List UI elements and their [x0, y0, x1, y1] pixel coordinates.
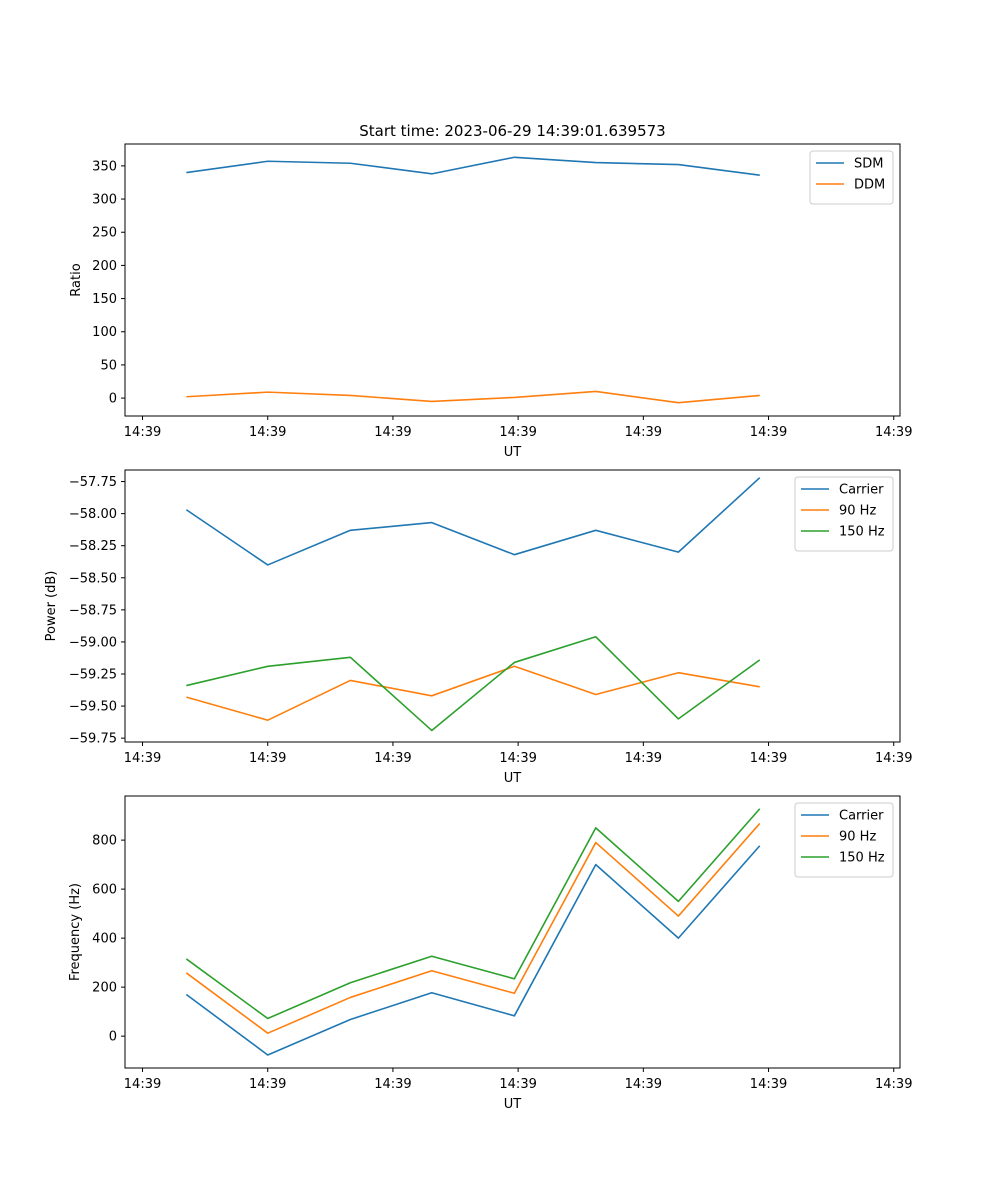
frequency-y-tick-label: 800	[92, 834, 117, 849]
ratio-y-tick-label: 100	[92, 325, 117, 340]
frequency-legend-box	[794, 802, 894, 878]
frequency-x-axis-label: UT	[504, 1097, 522, 1112]
power-x-tick-label: 14:39	[374, 751, 411, 766]
power-y-tick-label: −59.75	[69, 732, 117, 747]
power-x-tick-label: 14:39	[249, 751, 286, 766]
ratio-panel: UT Ratio 14:39 14:39 14:39 14:39 14:39 14:39 1…	[69, 143, 912, 460]
power-x-tick-label: 14:39	[499, 751, 536, 766]
frequency-legend-label-carrier: Carrier	[839, 809, 884, 824]
ratio-x-tick-label: 14:39	[374, 425, 411, 440]
frequency-y-axis-label: Frequency (Hz)	[68, 883, 83, 981]
ratio-x-tick-label: 14:39	[249, 425, 286, 440]
ratio-y-tick-label: 150	[92, 292, 117, 307]
frequency-x-tick-label: 14:39	[374, 1077, 411, 1092]
frequency-x-tick-label: 14:39	[750, 1077, 787, 1092]
power-x-tick-label: 14:39	[625, 751, 662, 766]
ratio-series-line-ddm	[186, 390, 760, 404]
frequency-y-tick-label: 400	[92, 932, 117, 947]
frequency-x-tick-label: 14:39	[499, 1077, 536, 1092]
power-panel: UT Power (dB) 14:39 14:39 14:39 14:39 14:39 1…	[44, 469, 913, 786]
ratio-x-tick-label: 14:39	[124, 425, 161, 440]
ratio-series-line-sdm	[186, 156, 760, 176]
ratio-y-tick-label: 0	[109, 392, 117, 407]
frequency-x-tick-label: 14:39	[249, 1077, 286, 1092]
frequency-legend-label-150-hz: 150 Hz	[839, 851, 885, 866]
frequency-series-line-90-hz	[185, 822, 761, 1034]
power-y-tick-label: −58.00	[69, 507, 117, 522]
frequency-axis-ticks: 14:3914:3914:3914:3914:3914:3914:3914:40…	[92, 834, 912, 1092]
frequency-series-line-150-hz	[185, 808, 761, 1020]
ratio-plot-frame	[124, 143, 901, 417]
frequency-x-tick-label: 14:39	[875, 1077, 912, 1092]
power-x-tick-label: 14:39	[750, 751, 787, 766]
power-x-tick-label: 14:39	[875, 751, 912, 766]
power-series	[185, 477, 761, 732]
power-y-tick-label: −58.25	[69, 539, 117, 554]
power-legend-box	[794, 476, 894, 552]
ratio-axis-ticks: 14:3914:3914:3914:3914:3914:3914:3914:40…	[92, 159, 912, 440]
power-series-line-150-hz	[186, 635, 761, 732]
power-y-tick-label: −59.50	[69, 700, 117, 715]
power-legend-label-150-hz: 150 Hz	[839, 525, 885, 540]
frequency-x-tick-label: 14:39	[625, 1077, 662, 1092]
power-y-tick-label: −58.75	[69, 603, 117, 618]
power-y-tick-label: −57.75	[69, 475, 117, 490]
chart-title: Start time: 2023-06-29 14:39:01.639573	[359, 122, 665, 140]
frequency-y-tick-label: 600	[92, 883, 117, 898]
frequency-legend: Carrier 90 Hz 150 Hz	[794, 802, 894, 878]
frequency-legend-label-90-hz: 90 Hz	[839, 830, 876, 845]
ratio-y-axis-label: Ratio	[69, 263, 84, 296]
ratio-y-tick-label: 300	[92, 193, 117, 208]
frequency-y-tick-label: 200	[92, 981, 117, 996]
ratio-y-tick-label: 50	[100, 358, 117, 373]
power-x-axis-label: UT	[504, 771, 522, 786]
ratio-legend: SDM DDM	[809, 150, 894, 205]
frequency-plot-frame	[124, 795, 901, 1069]
power-y-tick-label: −59.00	[69, 635, 117, 650]
frequency-x-tick-label: 14:39	[124, 1077, 161, 1092]
frequency-y-tick-label: 0	[109, 1030, 117, 1045]
ratio-y-tick-label: 200	[92, 259, 117, 274]
ratio-series	[186, 156, 760, 404]
ratio-x-tick-label: 14:39	[750, 425, 787, 440]
power-legend: Carrier 90 Hz 150 Hz	[794, 476, 894, 552]
ratio-y-tick-label: 250	[92, 226, 117, 241]
ratio-legend-label-ddm: DDM	[854, 178, 885, 193]
power-plot-frame	[124, 469, 901, 743]
frequency-series	[185, 808, 761, 1056]
ratio-x-tick-label: 14:39	[875, 425, 912, 440]
power-axis-ticks: 14:3914:3914:3914:3914:3914:3914:3914:40…	[69, 475, 913, 766]
ratio-legend-box	[809, 150, 894, 205]
power-y-tick-label: −58.50	[69, 571, 117, 586]
ratio-x-tick-label: 14:39	[625, 425, 662, 440]
power-y-axis-label: Power (dB)	[44, 571, 59, 642]
power-x-tick-label: 14:39	[124, 751, 161, 766]
ratio-y-tick-label: 350	[92, 159, 117, 174]
power-legend-label-carrier: Carrier	[839, 483, 884, 498]
power-series-line-carrier	[185, 477, 761, 566]
power-legend-label-90-hz: 90 Hz	[839, 504, 876, 519]
power-series-line-90-hz	[186, 665, 760, 721]
frequency-panel: UT Frequency (Hz) 14:39 14:39 14:39 14:39 14…	[68, 795, 912, 1112]
frequency-series-line-carrier	[185, 845, 761, 1056]
ratio-x-tick-label: 14:39	[499, 425, 536, 440]
ratio-legend-label-sdm: SDM	[854, 157, 883, 172]
power-y-tick-label: −59.25	[69, 668, 117, 683]
ratio-x-axis-label: UT	[504, 445, 522, 460]
